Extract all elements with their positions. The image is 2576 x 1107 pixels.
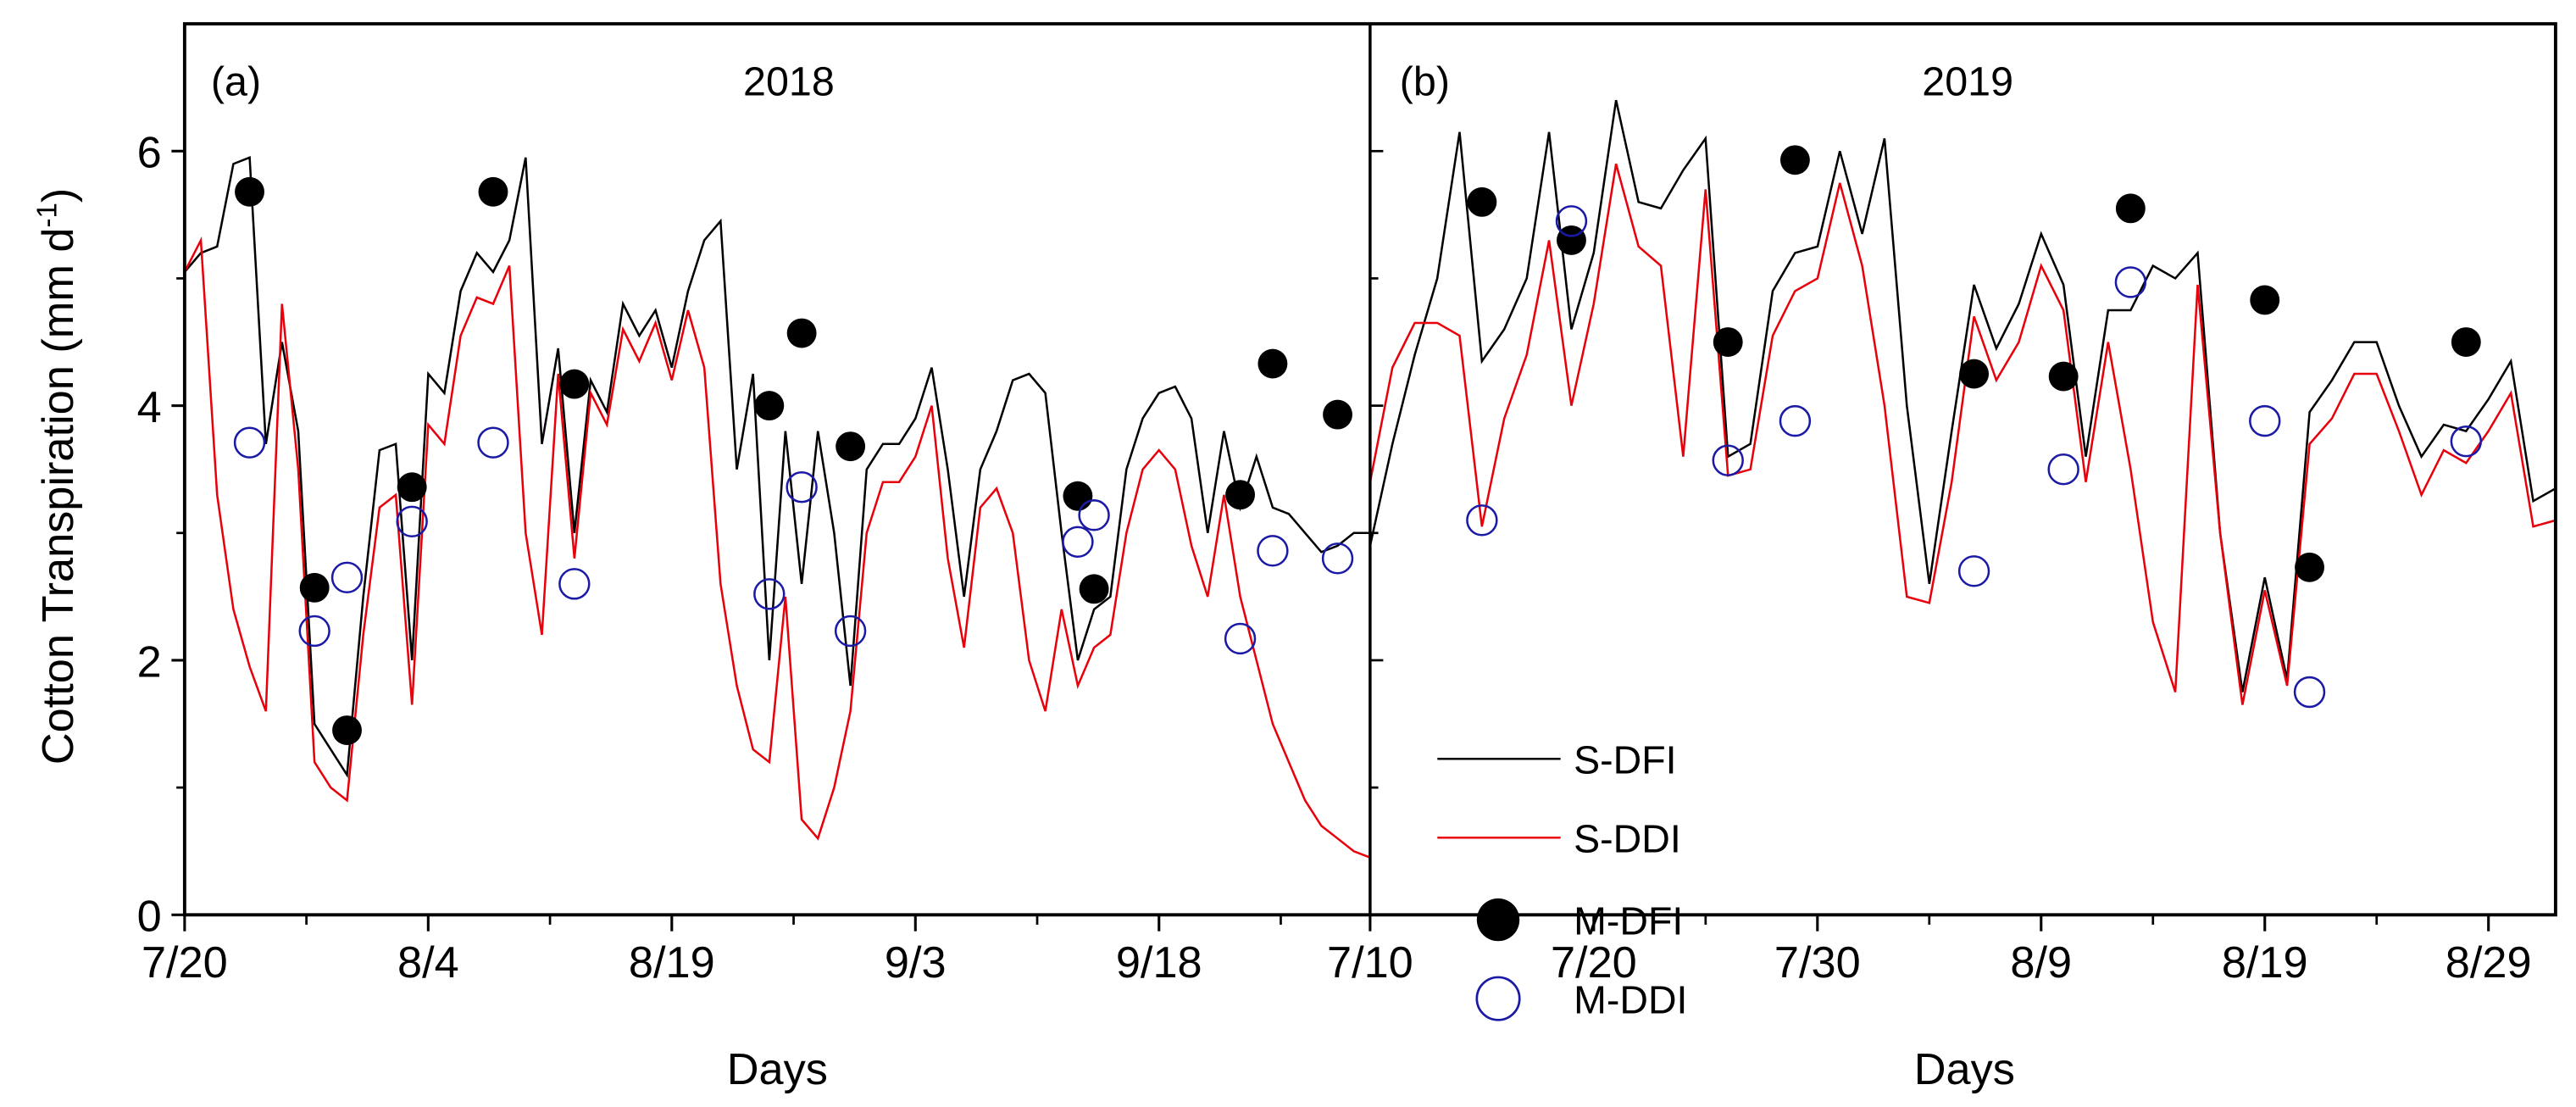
ytick-label: 2 [137,637,162,687]
panel-a-m-ddi-point [477,426,509,459]
panel-a-m-ddi-point [330,561,364,594]
panel-b-xlabel: Days [1914,1045,2015,1094]
panel-b-m-ddi-point [2047,453,2079,486]
panel-b-m-ddi-point [1957,555,1990,587]
panel-b-m-ddi-point [2450,425,2483,458]
panel-b-m-ddi-point [1779,404,1812,437]
panel-b-m-dfi-point [1557,225,1586,255]
panel-b-m-dfi-point [2250,285,2280,315]
panel-b-xtick-label: 8/29 [2446,938,2532,987]
panel-a-xtick-label: 9/3 [885,938,947,987]
panel-b-xtick-label: 7/10 [1327,938,1413,987]
panel-a-m-ddi-point [786,471,818,503]
panel-a-m-dfi-point [478,176,508,207]
panel-a-m-dfi-point [235,176,264,207]
panel-a-m-dfi-point [836,431,866,462]
panel-b-m-ddi-point [2114,266,2147,298]
panel-a-m-ddi-point [834,615,867,648]
y-axis-label-main: Cotton Transpiration (mm d [34,227,83,765]
panel-a-m-dfi-point [1063,481,1093,511]
y-axis-label-superscript: -1 [31,203,63,227]
panel-b-m-dfi-point [2048,361,2079,392]
panel-a-m-dfi-point [754,391,785,421]
panel-a-m-dfi-point [332,715,362,745]
panel-a-xtick-label: 8/19 [629,938,715,987]
panel-b-xtick-label: 8/19 [2222,938,2308,987]
panel-b-tag: (b) [1400,58,1450,104]
panel-a-m-ddi-point [396,505,428,537]
plot-frame: 7/20 8/4 8/19 9/3 9/18 7/10 7/20 7/30 8/9 8/19 8/2… [137,22,2557,987]
panel-b-m-dfi-point [2295,552,2324,582]
panel-b-xtick-label: 7/20 [1551,938,1637,987]
y-axis-label-close: ) [34,188,83,203]
legend-marker-m-ddi [1475,976,1521,1021]
panel-a-m-ddi-point [753,578,786,610]
panel-b-m-ddi-point [1555,205,1588,237]
ytick-label: 0 [137,893,162,942]
panel-b-s-dfi-line [1368,99,2557,693]
panel-a-m-dfi-point [299,572,330,603]
panel-a-m-dfi-point [786,318,817,348]
panel-a-m-ddi-point [1224,622,1257,655]
panel-a-xlabel: Days [727,1045,828,1094]
legend-label-s-ddi: S-DDI [1574,817,1681,861]
legend: S-DFI S-DDI M-DFI M-DDI [1437,738,1687,1022]
panel-a-title: 2018 [743,58,835,104]
legend-marker-m-dfi [1476,898,1520,942]
ytick-label: 6 [137,129,162,178]
panel-a-m-dfi-point [1257,348,1288,379]
panel-a-m-ddi-point [1078,499,1110,531]
panel-a-m-ddi-point [1257,535,1289,567]
panel-a-xtick-label: 8/4 [397,938,459,987]
panel-b-xtick-label: 8/9 [2010,938,2072,987]
panel-a-m-dfi-point [1323,399,1352,430]
y-axis-label: Cotton Transpiration (mm d-1) [31,188,83,765]
legend-label-m-ddi: M-DDI [1574,978,1687,1022]
panel-a-m-ddi-point [1062,526,1094,558]
panel-a-xtick-label: 7/20 [142,938,228,987]
ytick-label: 4 [137,383,162,432]
panel-b-m-ddi-point [1712,444,1744,476]
panel-a-m-ddi-point [298,615,330,648]
legend-label-m-dfi: M-DFI [1574,899,1683,943]
chart-marks [183,99,2557,859]
panel-b-m-ddi-point [2249,404,2281,437]
panel-b-m-dfi-point [1959,359,1990,389]
panel-b-m-dfi-point [2451,327,2481,357]
panel-a-s-ddi-line [183,236,1371,859]
panel-b-xtick-label: 7/30 [1774,938,1861,987]
panel-a-m-dfi-point [1079,574,1109,604]
panel-a-m-dfi-point [1225,480,1256,510]
panel-b-m-ddi-point [1466,504,1498,537]
panel-a-m-dfi-point [397,472,427,503]
panel-b-m-dfi-point [1713,327,1743,357]
panel-b-m-ddi-point [2293,676,2326,709]
panel-b-title: 2019 [1922,58,2013,104]
legend-label-s-dfi: S-DFI [1574,738,1676,782]
panel-b-m-dfi-point [1779,145,1810,175]
panel-a-xtick-label: 9/18 [1116,938,1202,987]
panel-b-s-ddi-line [1368,164,2557,705]
panel-a-m-ddi-point [1321,542,1354,575]
panel-a-m-dfi-point [559,369,590,399]
panel-a-s-dfi-line [183,156,1370,778]
panel-a-tag: (a) [211,58,261,104]
panel-a-m-ddi-point [233,426,266,459]
panel-b-m-dfi-point [1467,186,1497,217]
panel-b-m-dfi-point [2115,193,2146,224]
panel-a-m-ddi-point [558,568,591,600]
